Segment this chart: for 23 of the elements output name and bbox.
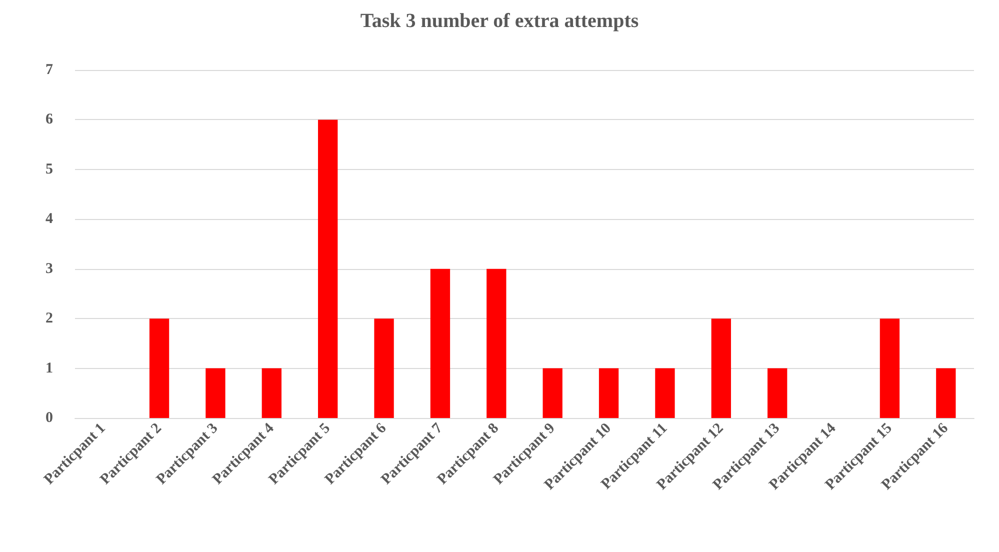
bar	[655, 368, 675, 418]
bar	[149, 318, 170, 418]
y-tick-label: 7	[46, 62, 54, 78]
chart-title: Task 3 number of extra attempts	[360, 10, 639, 32]
bar	[374, 318, 394, 418]
y-tick-label: 5	[46, 161, 53, 178]
bar	[262, 368, 282, 418]
bar	[486, 268, 506, 418]
y-tick-label: 2	[46, 310, 53, 327]
bar	[880, 318, 900, 418]
y-tick-label: 0	[46, 410, 53, 426]
bar	[598, 368, 619, 418]
bar	[711, 318, 731, 418]
bar	[768, 368, 788, 418]
y-tick-label: 3	[46, 260, 53, 277]
y-tick-label: 1	[46, 360, 53, 376]
bar	[542, 368, 562, 418]
y-tick-label: 4	[46, 211, 54, 228]
bar	[318, 120, 338, 418]
bar	[936, 368, 956, 418]
bar	[206, 368, 226, 418]
y-tick-label: 6	[46, 112, 54, 128]
bar	[430, 268, 450, 418]
